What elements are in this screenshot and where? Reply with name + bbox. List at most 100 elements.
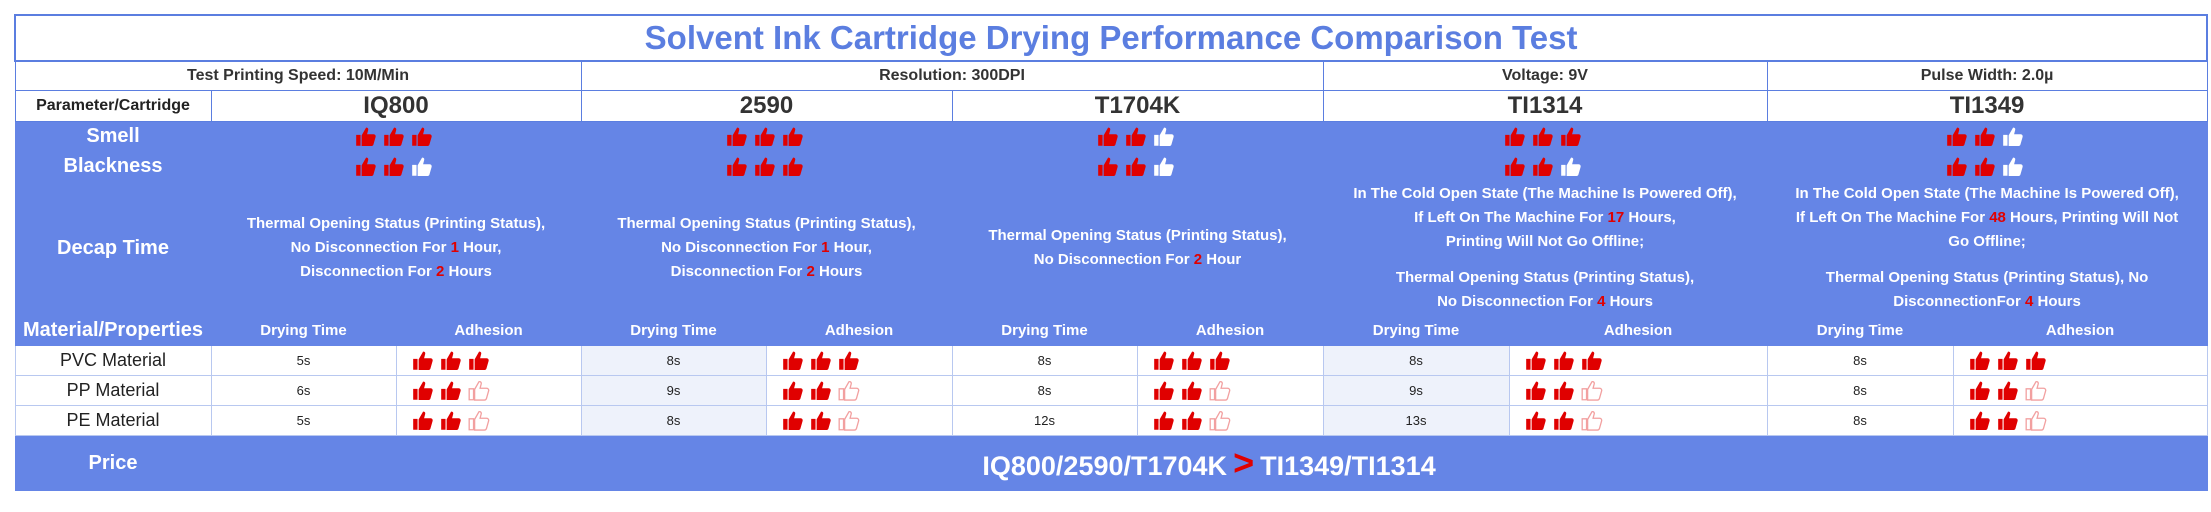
thumbs-up-icon [1997,351,2018,370]
material-label: PP Material [14,375,212,406]
drying-time-header: Drying Time [580,314,767,346]
thumbs-up-icon [2003,127,2023,146]
blackness-rating [1322,151,1768,182]
drying-time-value: 8s [1766,375,1954,406]
thumbs-up-icon [1525,351,1546,370]
thumbs-up-icon [468,351,489,370]
info-pulse-width: Pulse Width: 2.0µ [1766,60,2208,91]
thumbs-up-icon [838,380,859,401]
thumbs-up-icon [468,380,489,401]
thumbs-up-icon [384,157,404,176]
adhesion-header: Adhesion [1136,314,1324,346]
thumbs-up-icon [1125,127,1146,146]
thumbs-up-icon [1533,127,1553,146]
thumbs-up-icon [1947,157,1967,176]
material-label: PVC Material [14,345,212,376]
smell-rating [1766,121,2208,152]
smell-rating [1322,121,1768,152]
drying-time-value: 8s [1322,345,1510,376]
thumbs-up-icon [440,411,461,430]
thumbs-up-icon [440,381,461,400]
thumbs-up-icon [782,351,803,370]
thumbs-up-icon [1581,351,1602,370]
thumbs-up-icon [1533,157,1553,176]
smell-row: Smell [14,121,2208,152]
thumbs-up-icon [384,127,404,146]
thumbs-up-icon [2025,380,2046,401]
thumbs-up-icon [782,411,803,430]
thumbs-up-icon [782,127,803,146]
thumbs-up-icon [1153,381,1174,400]
thumbs-up-icon [838,351,859,370]
thumbs-up-icon [1209,380,1230,401]
adhesion-rating [765,405,953,436]
thumbs-up-icon [412,127,432,146]
adhesion-rating [765,375,953,406]
drying-time-value: 8s [1766,405,1954,436]
price-label: Price [14,435,212,491]
thumbs-up-icon [726,157,747,176]
drying-time-value: 8s [580,345,767,376]
adhesion-rating [395,405,582,436]
adhesion-rating [395,375,582,406]
cartridge-name: TI1314 [1322,90,1768,122]
price-left: IQ800/2590/T1704K [982,451,1228,481]
drying-time-header: Drying Time [951,314,1138,346]
thumbs-up-icon [440,351,461,370]
thumbs-up-icon [1153,157,1174,176]
cartridge-name: 2590 [580,90,953,122]
thumbs-up-icon [356,157,376,176]
blackness-rating [951,151,1324,182]
thumbs-up-icon [1553,351,1574,370]
cartridge-name: TI1349 [1766,90,2208,122]
drying-time-value: 12s [951,405,1138,436]
thumbs-up-icon [782,381,803,400]
thumbs-up-icon [1209,351,1230,370]
thumbs-up-icon [754,127,775,146]
drying-time-value: 9s [580,375,767,406]
adhesion-rating [1508,405,1768,436]
thumbs-up-icon [1581,380,1602,401]
thumbs-up-icon [754,157,775,176]
thumbs-up-icon [1553,411,1574,430]
comparison-table: Solvent Ink Cartridge Drying Performance… [13,14,2209,491]
thumbs-up-icon [1561,127,1581,146]
drying-time-value: 8s [580,405,767,436]
thumbs-up-icon [1969,351,1990,370]
material-label: PE Material [14,405,212,436]
thumbs-up-icon [1153,411,1174,430]
thumbs-up-icon [2025,351,2046,370]
thumbs-up-icon [2003,157,2023,176]
price-row: Price IQ800/2590/T1704K > TI1349/TI1314 [14,435,2208,491]
adhesion-rating [1508,345,1768,376]
thumbs-up-icon [1181,351,1202,370]
info-resolution: Resolution: 300DPI [580,60,1324,91]
decap-row: Decap Time Thermal Opening Status (Print… [14,181,2208,315]
thumbs-up-icon [1581,410,1602,431]
drying-time-value: 5s [210,345,397,376]
price-right: TI1349/TI1314 [1260,451,1436,481]
drying-time-value: 8s [1766,345,1954,376]
thumbs-up-icon [412,411,433,430]
thumbs-up-icon [1975,157,1995,176]
thumbs-up-icon [1181,411,1202,430]
table-row: PE Material 5s 8s 12s 13s 8s [14,405,2208,436]
thumbs-up-icon [412,381,433,400]
cartridge-name: IQ800 [210,90,582,122]
smell-rating [210,121,582,152]
decap-description: Thermal Opening Status (Printing Status)… [951,181,1324,315]
thumbs-up-icon [412,157,432,176]
thumbs-up-icon [1209,410,1230,431]
info-voltage: Voltage: 9V [1322,60,1768,91]
adhesion-rating [395,345,582,376]
adhesion-rating [1508,375,1768,406]
thumbs-up-icon [1181,381,1202,400]
drying-time-header: Drying Time [1766,314,1954,346]
material-properties-label: Material/Properties [14,314,212,346]
thumbs-up-icon [1947,127,1967,146]
thumbs-up-icon [1125,157,1146,176]
adhesion-rating [1136,345,1324,376]
thumbs-up-icon [1997,411,2018,430]
thumbs-up-icon [1975,127,1995,146]
material-subheader-row: Material/Properties Drying Time Adhesion… [14,314,2208,346]
